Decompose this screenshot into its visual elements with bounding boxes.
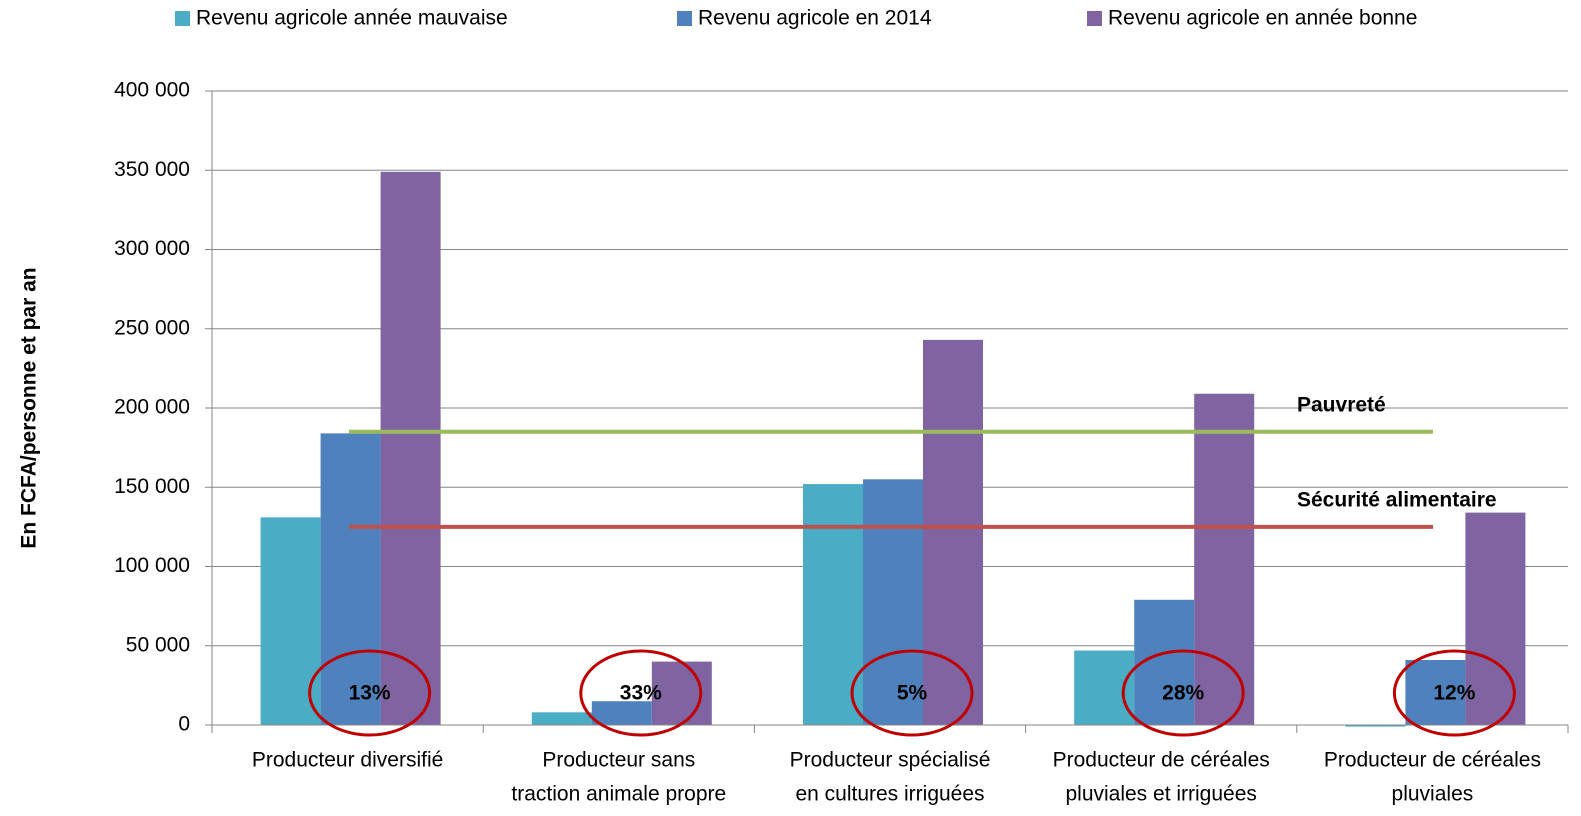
y-tick-label: 200 000	[114, 396, 190, 419]
x-tick-label: en cultures irriguées	[795, 783, 984, 806]
x-tick-label: Producteur diversifié	[252, 749, 443, 772]
highlight-circle	[579, 649, 703, 737]
y-axis-title: En FCFA/personne et par an	[18, 267, 41, 548]
reference-label: Pauvreté	[1297, 393, 1386, 416]
legend-swatch	[1087, 11, 1102, 26]
bar	[1074, 650, 1135, 725]
highlight-circle	[1392, 649, 1516, 737]
legend-label: Revenu agricole en année bonne	[1108, 7, 1417, 30]
highlight-circle	[850, 649, 974, 737]
bar	[380, 171, 441, 725]
y-tick-label: 350 000	[114, 158, 190, 181]
bar	[531, 712, 592, 725]
x-tick-label: pluviales	[1392, 783, 1474, 806]
bar	[1405, 660, 1466, 725]
bar	[863, 479, 923, 725]
y-tick-label: 100 000	[114, 554, 190, 577]
x-tick-label: Producteur de céréales	[1324, 749, 1541, 772]
bar	[1345, 725, 1406, 727]
bar	[320, 433, 381, 725]
x-tick-label: Producteur spécialisé	[790, 749, 991, 772]
circle-label: 33%	[620, 682, 662, 705]
bar	[923, 339, 983, 725]
reference-label: Sécurité alimentaire	[1297, 488, 1497, 511]
x-tick-label: pluviales et irriguées	[1065, 783, 1256, 806]
bar	[803, 484, 863, 725]
bar	[260, 517, 321, 725]
y-tick-label: 300 000	[114, 237, 190, 260]
x-tick-label: Producteur sans	[542, 749, 695, 772]
bar	[1194, 393, 1255, 725]
x-tick-label: traction animale propre	[511, 783, 726, 806]
x-tick-label: Producteur de céréales	[1053, 749, 1270, 772]
y-tick-label: 150 000	[114, 475, 190, 498]
y-tick-label: 250 000	[114, 316, 190, 339]
legend-swatch	[677, 11, 692, 26]
circle-label: 13%	[349, 682, 391, 705]
y-tick-label: 0	[178, 713, 190, 736]
legend-label: Revenu agricole en 2014	[698, 7, 932, 30]
y-tick-label: 50 000	[126, 633, 190, 656]
highlight-circle	[1121, 649, 1245, 737]
circle-label: 5%	[897, 682, 928, 705]
circle-label: 12%	[1433, 682, 1475, 705]
circle-label: 28%	[1162, 682, 1204, 705]
legend-swatch	[175, 11, 190, 26]
legend-label: Revenu agricole année mauvaise	[196, 7, 508, 30]
highlight-circle	[308, 649, 432, 737]
bar	[591, 701, 652, 725]
y-tick-label: 400 000	[114, 79, 190, 102]
